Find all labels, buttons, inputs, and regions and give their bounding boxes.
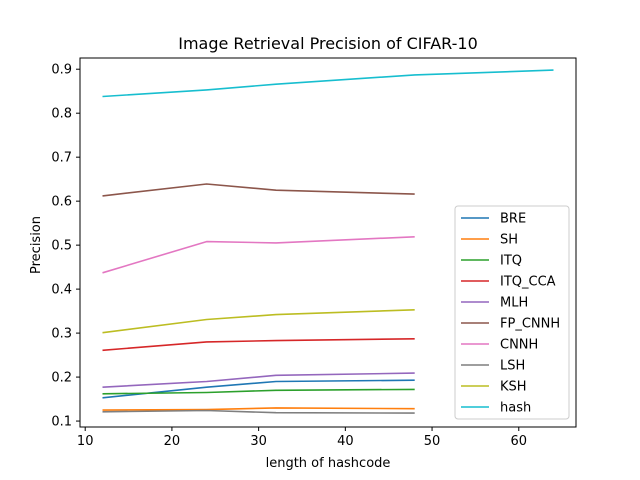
legend-label: hash bbox=[500, 401, 531, 416]
legend: BRE SH ITQ ITQ_CCA MLH FP_CNNH CNNH LSH KSH hash bbox=[454, 205, 570, 420]
legend-label: KSH bbox=[500, 380, 527, 395]
y-axis-ticks: 0.1 0.2 0.3 0.4 0.5 0.6 0.7 0.8 0.9 bbox=[51, 63, 80, 430]
legend-label: ITQ_CCA bbox=[500, 275, 556, 290]
legend-label: FP_CNNH bbox=[500, 317, 560, 332]
series-line-mlh bbox=[102, 372, 415, 388]
x-tick-label: 30 bbox=[250, 434, 267, 449]
x-tick-label: 60 bbox=[510, 434, 527, 449]
y-tick-label: 0.8 bbox=[51, 107, 72, 122]
legend-label: CNNH bbox=[500, 338, 538, 353]
series-line-hash bbox=[102, 69, 554, 98]
y-tick-label: 0.2 bbox=[51, 371, 72, 386]
y-tick-label: 0.9 bbox=[51, 63, 72, 78]
x-tick-label: 20 bbox=[164, 434, 181, 449]
x-axis-label: length of hashcode bbox=[266, 456, 391, 471]
y-tick-label: 0.4 bbox=[51, 283, 72, 298]
legend-label: LSH bbox=[500, 359, 525, 374]
x-tick-label: 50 bbox=[424, 434, 441, 449]
series-line-sh bbox=[102, 407, 415, 411]
legend-label: MLH bbox=[500, 296, 528, 311]
series-line-fp-cnnh bbox=[102, 183, 415, 197]
legend-label: BRE bbox=[500, 212, 526, 227]
legend-label: SH bbox=[500, 233, 518, 248]
y-tick-label: 0.6 bbox=[51, 195, 72, 210]
y-tick-label: 0.1 bbox=[51, 415, 72, 430]
y-tick-label: 0.5 bbox=[51, 239, 72, 254]
series-line-itq bbox=[102, 388, 415, 395]
legend-label: ITQ bbox=[500, 254, 522, 269]
series-line-lsh bbox=[102, 409, 415, 414]
series-lines bbox=[102, 69, 554, 414]
y-axis-label: Precision bbox=[29, 216, 44, 274]
series-line-cnnh bbox=[102, 236, 415, 274]
x-tick-label: 40 bbox=[337, 434, 354, 449]
x-tick-label: 10 bbox=[77, 434, 94, 449]
x-axis-ticks: 10 20 30 40 50 60 bbox=[77, 427, 527, 449]
y-tick-label: 0.7 bbox=[51, 151, 72, 166]
y-tick-label: 0.3 bbox=[51, 327, 72, 342]
series-line-ksh bbox=[102, 309, 415, 334]
axes-frame bbox=[79, 57, 577, 428]
chart-title: Image Retrieval Precision of CIFAR-10 bbox=[178, 34, 478, 53]
series-line-itq-cca bbox=[102, 338, 415, 352]
